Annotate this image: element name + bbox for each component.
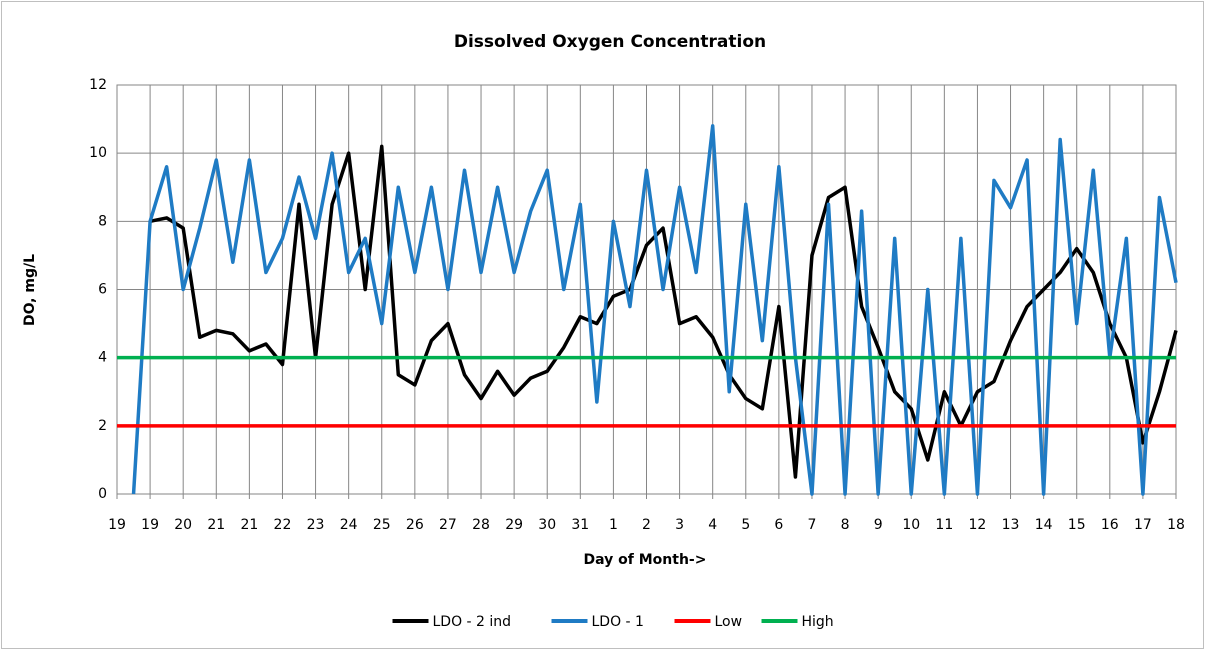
x-tick-label: 6 bbox=[774, 517, 783, 533]
series-line bbox=[149, 144, 1178, 479]
y-tick-label: 12 bbox=[89, 77, 107, 93]
x-tick-label: 4 bbox=[708, 517, 717, 533]
legend-label: LDO - 2 ind bbox=[433, 614, 512, 630]
x-tick-label: 11 bbox=[935, 517, 953, 533]
x-tick-label: 28 bbox=[472, 517, 490, 533]
x-tick-label: 3 bbox=[675, 517, 684, 533]
legend-label: High bbox=[802, 614, 834, 630]
x-tick-label: 25 bbox=[373, 517, 391, 533]
x-tick-label: 21 bbox=[207, 517, 225, 533]
x-tick-label: 12 bbox=[969, 517, 987, 533]
x-tick-label: 10 bbox=[902, 517, 920, 533]
x-tick-label: 31 bbox=[571, 517, 589, 533]
legend-label: LDO - 1 bbox=[592, 614, 644, 630]
y-tick-label: 4 bbox=[98, 350, 107, 366]
x-tick-label: 9 bbox=[874, 517, 883, 533]
y-tick-label: 0 bbox=[98, 486, 107, 502]
x-tick-label: 21 bbox=[240, 517, 258, 533]
x-tick-label: 8 bbox=[841, 517, 850, 533]
x-tick-label: 2 bbox=[642, 517, 651, 533]
y-tick-label: 10 bbox=[89, 145, 107, 161]
x-tick-label: 26 bbox=[406, 517, 424, 533]
y-tick-label: 2 bbox=[98, 418, 107, 434]
x-tick-label: 22 bbox=[274, 517, 292, 533]
x-tick-label: 18 bbox=[1167, 517, 1185, 533]
x-tick-label: 19 bbox=[141, 517, 159, 533]
x-tick-label: 20 bbox=[174, 517, 192, 533]
y-tick-label: 6 bbox=[98, 282, 107, 298]
x-tick-label: 27 bbox=[439, 517, 457, 533]
legend-label: Low bbox=[715, 614, 743, 630]
x-tick-label: 19 bbox=[108, 517, 126, 533]
x-tick-label: 7 bbox=[808, 517, 817, 533]
x-tick-label: 24 bbox=[340, 517, 358, 533]
x-tick-label: 23 bbox=[307, 517, 325, 533]
x-tick-label: 29 bbox=[505, 517, 523, 533]
x-tick-label: 13 bbox=[1002, 517, 1020, 533]
x-tick-label: 30 bbox=[538, 517, 556, 533]
chart-title: Dissolved Oxygen Concentration bbox=[454, 32, 766, 52]
x-axis-title: Day of Month-> bbox=[584, 552, 707, 568]
plot-frame bbox=[116, 84, 1177, 495]
x-tick-label: 1 bbox=[609, 517, 618, 533]
series-line bbox=[131, 124, 1178, 496]
x-tick-label: 15 bbox=[1068, 517, 1086, 533]
y-tick-label: 8 bbox=[98, 213, 107, 229]
x-tick-label: 14 bbox=[1035, 517, 1053, 533]
x-tick-label: 5 bbox=[741, 517, 750, 533]
x-tick-label: 17 bbox=[1134, 517, 1152, 533]
x-tick-label: 16 bbox=[1101, 517, 1119, 533]
y-axis-title: DO, mg/L bbox=[22, 254, 38, 326]
